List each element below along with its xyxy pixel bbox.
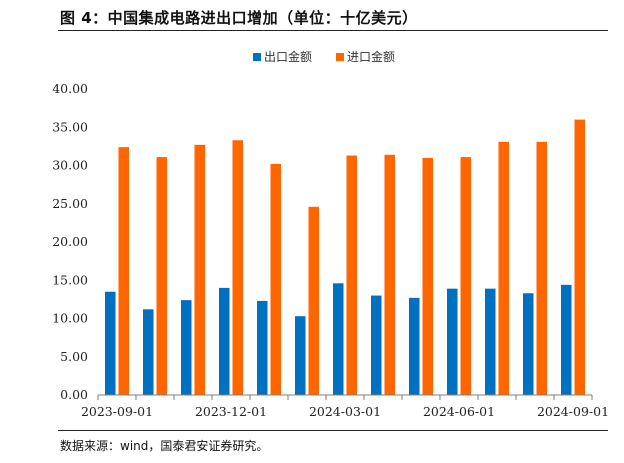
title-rule	[58, 30, 608, 31]
legend-label: 进口金额	[347, 49, 395, 64]
export-bar	[447, 288, 458, 395]
import-bar	[574, 119, 585, 395]
export-bar	[105, 291, 116, 395]
figure-title: 图 4：中国集成电路进出口增加（单位：十亿美元）	[60, 9, 418, 27]
y-tick-label: 40.00	[52, 81, 88, 96]
export-bar	[523, 293, 534, 395]
y-tick-label: 30.00	[52, 158, 88, 173]
chart-legend: 出口金额 进口金额	[253, 49, 395, 64]
data-source-note: 数据来源：wind，国泰君安证券研究。	[60, 439, 269, 453]
y-axis: 0.00 5.00 10.00 15.00 20.00 25.00 30.00 35.00 40…	[52, 81, 88, 402]
export-bar	[371, 295, 382, 395]
y-tick-label: 15.00	[52, 272, 88, 287]
legend-swatch	[253, 53, 261, 61]
y-tick-label: 20.00	[52, 234, 88, 249]
export-bar	[257, 300, 268, 395]
legend-swatch	[336, 53, 344, 61]
import-bar	[384, 154, 395, 395]
export-bar	[219, 287, 230, 395]
y-tick-label: 10.00	[52, 311, 88, 326]
legend-label: 出口金额	[264, 49, 312, 64]
import-bar	[308, 206, 319, 395]
import-bar	[156, 157, 167, 395]
x-tick-label: 2024-06-01	[423, 404, 495, 419]
y-tick-label: 0.00	[60, 387, 88, 402]
x-tick-label: 2024-09-01	[537, 404, 609, 419]
export-bar	[333, 283, 344, 395]
import-bar	[498, 141, 509, 395]
import-bar	[270, 163, 281, 395]
x-tick-label: 2023-12-01	[195, 404, 267, 419]
y-tick-label: 5.00	[60, 349, 88, 364]
import-bar	[194, 144, 205, 395]
x-axis: 2023-09-01 2023-12-01 2024-03-01 2024-06-01…	[81, 394, 609, 419]
import-bar	[118, 147, 129, 395]
x-tick-label: 2023-09-01	[81, 404, 153, 419]
import-bar	[346, 155, 357, 395]
import-bar	[232, 140, 243, 395]
import-bar	[536, 141, 547, 395]
bars	[105, 119, 585, 395]
export-bar	[561, 284, 572, 395]
export-bar	[409, 297, 420, 395]
export-bar	[143, 309, 154, 395]
x-tick-label: 2024-03-01	[309, 404, 381, 419]
import-bar	[460, 157, 471, 395]
source-rule	[58, 430, 608, 431]
y-tick-label: 25.00	[52, 196, 88, 211]
export-bar	[181, 300, 192, 395]
export-bar	[485, 288, 496, 395]
import-bar	[422, 157, 433, 395]
y-tick-label: 35.00	[52, 119, 88, 134]
export-bar	[295, 316, 306, 395]
